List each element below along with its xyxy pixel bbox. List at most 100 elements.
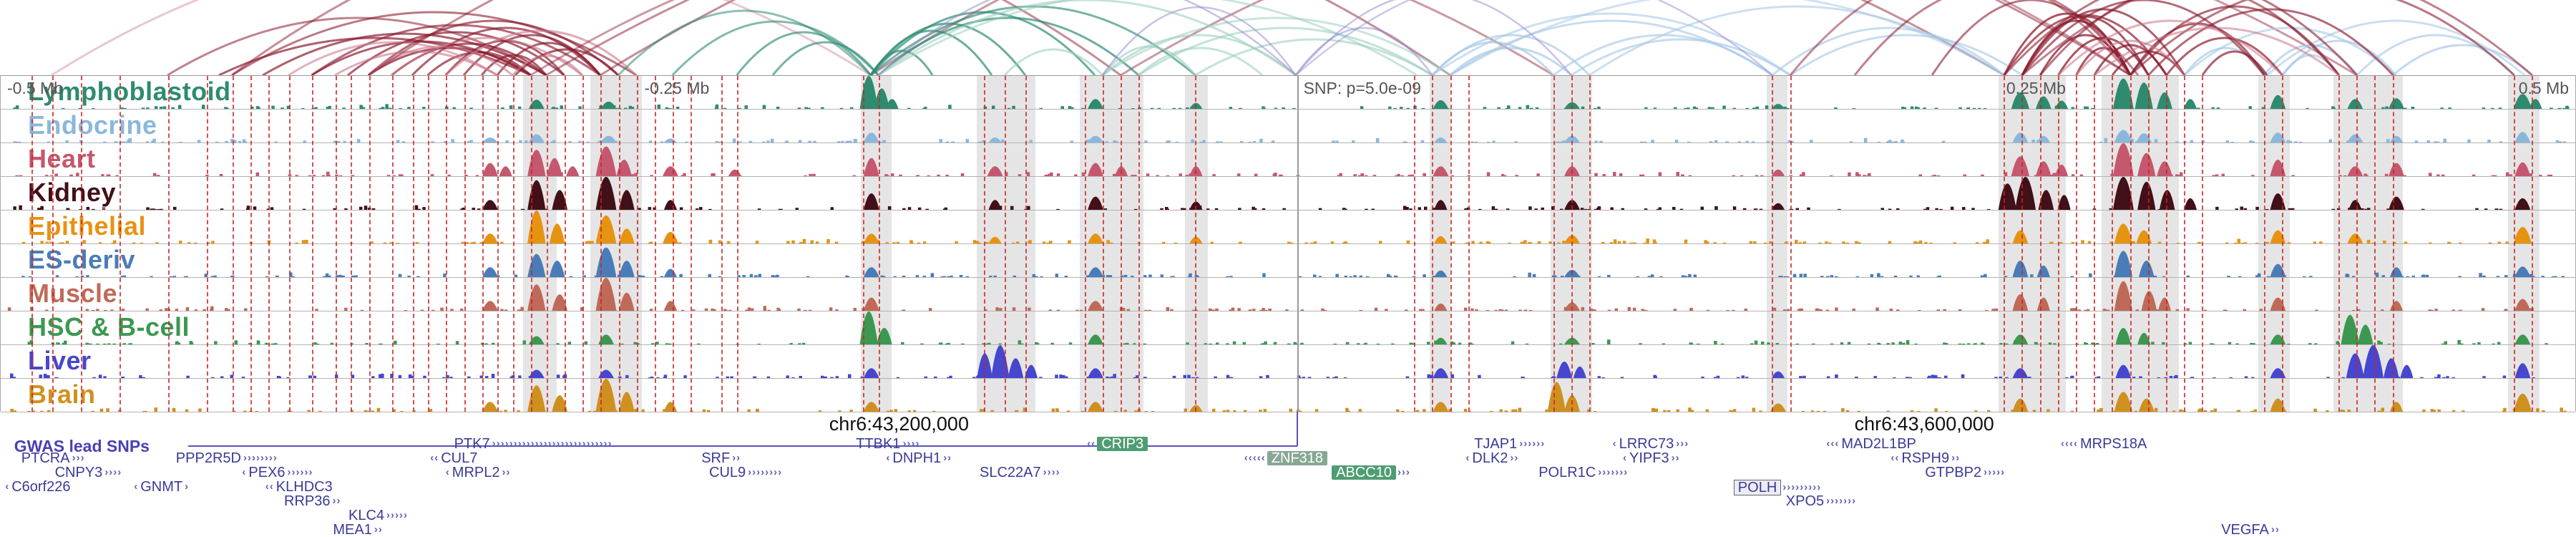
gene-polh[interactable]: POLH ›››››››››	[1733, 480, 1822, 495]
interaction-arc	[1294, 26, 1433, 76]
interaction-arc	[1194, 38, 1433, 76]
ld-snp-tick-line	[2112, 76, 2114, 412]
gene-strand-arrows-right: ››	[2270, 523, 2280, 536]
interaction-arc	[1431, 12, 1791, 76]
interaction-arc	[2165, 37, 2283, 76]
interaction-arc	[1138, 47, 1263, 76]
gene-mea1[interactable]: MEA1 ››	[332, 523, 382, 537]
signal-track-muscle: Muscle	[1, 278, 2575, 311]
track-label-lymphoblastoid: Lymphoblastoid	[28, 77, 231, 106]
gene-name-label: CUL9	[709, 465, 746, 480]
interaction-arc	[2093, 44, 2167, 76]
gene-klc4[interactable]: KLC4 ›››››	[348, 508, 408, 523]
ld-snp-tick-line	[1468, 76, 1470, 412]
gene-strand-arrows-right: ›››	[72, 452, 85, 464]
signal-path	[27, 311, 2548, 344]
interaction-arc	[2003, 14, 2167, 76]
gene-dnph1[interactable]: ‹ DNPH1 ››	[886, 451, 952, 465]
track-label-brain: Brain	[28, 379, 96, 409]
ld-snp-tick-line	[2165, 76, 2167, 412]
gene-ptk7[interactable]: PTK7 ››››››››››››››››››››››››››››	[454, 437, 613, 451]
ld-snp-tick-line	[497, 76, 499, 412]
gene-tjap1[interactable]: TJAP1 ››››››	[1473, 437, 1545, 451]
gene-srf[interactable]: SRF ››	[701, 451, 741, 465]
gene-name-label: CUL7	[441, 450, 478, 466]
gene-yipf3[interactable]: ‹ YIPF3 ››	[1623, 451, 1680, 465]
gene-strand-arrows-right: ›››››››››	[1782, 481, 1822, 493]
interaction-arc	[1571, 38, 1791, 76]
ld-snp-tick-line	[1772, 76, 1774, 412]
gene-slc22a7[interactable]: SLC22A7 ››››	[979, 465, 1060, 480]
gene-strand-arrows-right: ›››	[1397, 466, 1410, 478]
interaction-arc	[1101, 16, 1451, 76]
coordinate-label: chr6:43,200,000	[829, 413, 969, 435]
gene-polr1c[interactable]: POLR1C ›››››››	[1538, 465, 1628, 480]
gene-cul9[interactable]: CUL9 ››››››››	[708, 465, 782, 480]
gene-ppp2r5d[interactable]: PPP2R5D ››››››››	[175, 451, 278, 465]
ld-snp-tick-line	[691, 76, 693, 412]
ld-snp-tick-line	[618, 76, 620, 412]
gene-strand-arrows-right: ››	[732, 452, 741, 464]
gene-xpo5[interactable]: XPO5 ›››››››	[1785, 494, 1856, 508]
interaction-arc	[2075, 39, 2185, 76]
gene-cnpy3[interactable]: CNPY3 ››››	[54, 465, 122, 480]
gene-znf318[interactable]: ‹‹‹‹‹ ZNF318	[1244, 451, 1328, 465]
gene-dlk2[interactable]: ‹ DLK2 ››	[1465, 451, 1518, 465]
ld-snp-tick-line	[2039, 76, 2041, 412]
gene-strand-arrows-left: ‹‹‹‹	[2061, 437, 2078, 450]
ld-snp-tick-line	[737, 76, 739, 412]
ld-snp-tick-line	[1025, 76, 1027, 412]
gene-rrp36[interactable]: RRP36 ››	[283, 494, 341, 508]
gene-mrpl2[interactable]: ‹ MRPL2 ››	[446, 465, 511, 480]
gene-mad2l1bp[interactable]: ‹‹‹ MAD2L1BP	[1826, 437, 1917, 451]
gene-strand-arrows-left: ‹	[886, 452, 891, 464]
ld-snp-tick-line	[391, 76, 394, 412]
gene-ptcra[interactable]: PTCRA ›››	[21, 451, 85, 465]
gene-mrps18a[interactable]: ‹‹‹‹ MRPS18A	[2061, 437, 2147, 451]
gene-abcc10[interactable]: ABCC10 ›››	[1332, 465, 1410, 480]
gene-name-label: SRF	[701, 450, 731, 466]
gene-ttbk1[interactable]: TTBK1 ››››	[855, 437, 919, 451]
ld-snp-tick-line	[600, 76, 602, 412]
gene-strand-arrows-right: ››	[502, 466, 511, 478]
gene-cul7[interactable]: ‹‹ CUL7	[430, 451, 478, 465]
signal-plot	[10, 345, 2535, 378]
ld-snp-tick-line	[250, 76, 252, 412]
gene-name-label: VEGFA	[2221, 522, 2269, 537]
ld-snp-tick-line	[2374, 76, 2376, 412]
gene-rsph9[interactable]: ‹‹ RSPH9 ››	[1890, 451, 1960, 465]
ld-snp-tick-line	[2356, 76, 2358, 412]
coordinate-labels-row: chr6:43,200,000 chr6:43,600,000	[0, 412, 2576, 436]
track-label-heart: Heart	[28, 144, 96, 173]
gene-name-label: PEX6	[248, 465, 286, 480]
ld-snp-tick-line	[2057, 76, 2059, 412]
ld-snp-tick-line	[863, 76, 865, 412]
gene-gnmt[interactable]: ‹ GNMT ›	[134, 480, 189, 494]
interaction-arc	[2021, 0, 2265, 76]
interaction-arc	[367, 19, 619, 76]
gene-name-label: CNPY3	[54, 465, 103, 480]
gene-strand-arrows-right: ››››	[902, 437, 920, 450]
gene-c6orf226[interactable]: ‹ C6orf226	[5, 480, 71, 494]
ld-snp-tick-line	[268, 76, 270, 412]
interaction-arc	[2201, 50, 2268, 76]
gene-annotation-panel: GWAS lead SNPs PTK7 ›››››››››››››››››››››…	[0, 436, 2576, 537]
interaction-arc	[347, 31, 565, 76]
signal-track-epithelial: Epithelial	[1, 211, 2575, 244]
gene-strand-arrows-left: ‹‹‹‹‹	[1244, 452, 1266, 464]
gene-name-label: CRIP3	[1097, 437, 1148, 451]
gene-lrrc73[interactable]: ‹ LRRC73 ›››	[1613, 437, 1689, 451]
gene-strand-arrows-right: ›	[185, 480, 190, 493]
interaction-arc	[311, 24, 601, 76]
ld-snp-tick-line	[2202, 76, 2204, 412]
gene-name-label: TTBK1	[856, 436, 901, 452]
ld-snp-tick-line	[2392, 76, 2394, 412]
ld-snp-tick-line	[232, 76, 234, 412]
gene-crip3[interactable]: ‹‹ CRIP3	[1087, 437, 1148, 451]
gene-gtpbp2[interactable]: GTPBP2 ›››››	[1924, 465, 2005, 480]
gene-pex6[interactable]: ‹ PEX6 ››››››	[242, 465, 313, 480]
interaction-arc	[869, 5, 1196, 76]
gene-vegfa[interactable]: VEGFA ››	[2220, 523, 2280, 537]
gene-klhdc3[interactable]: ‹‹ KLHDC3	[265, 480, 333, 494]
